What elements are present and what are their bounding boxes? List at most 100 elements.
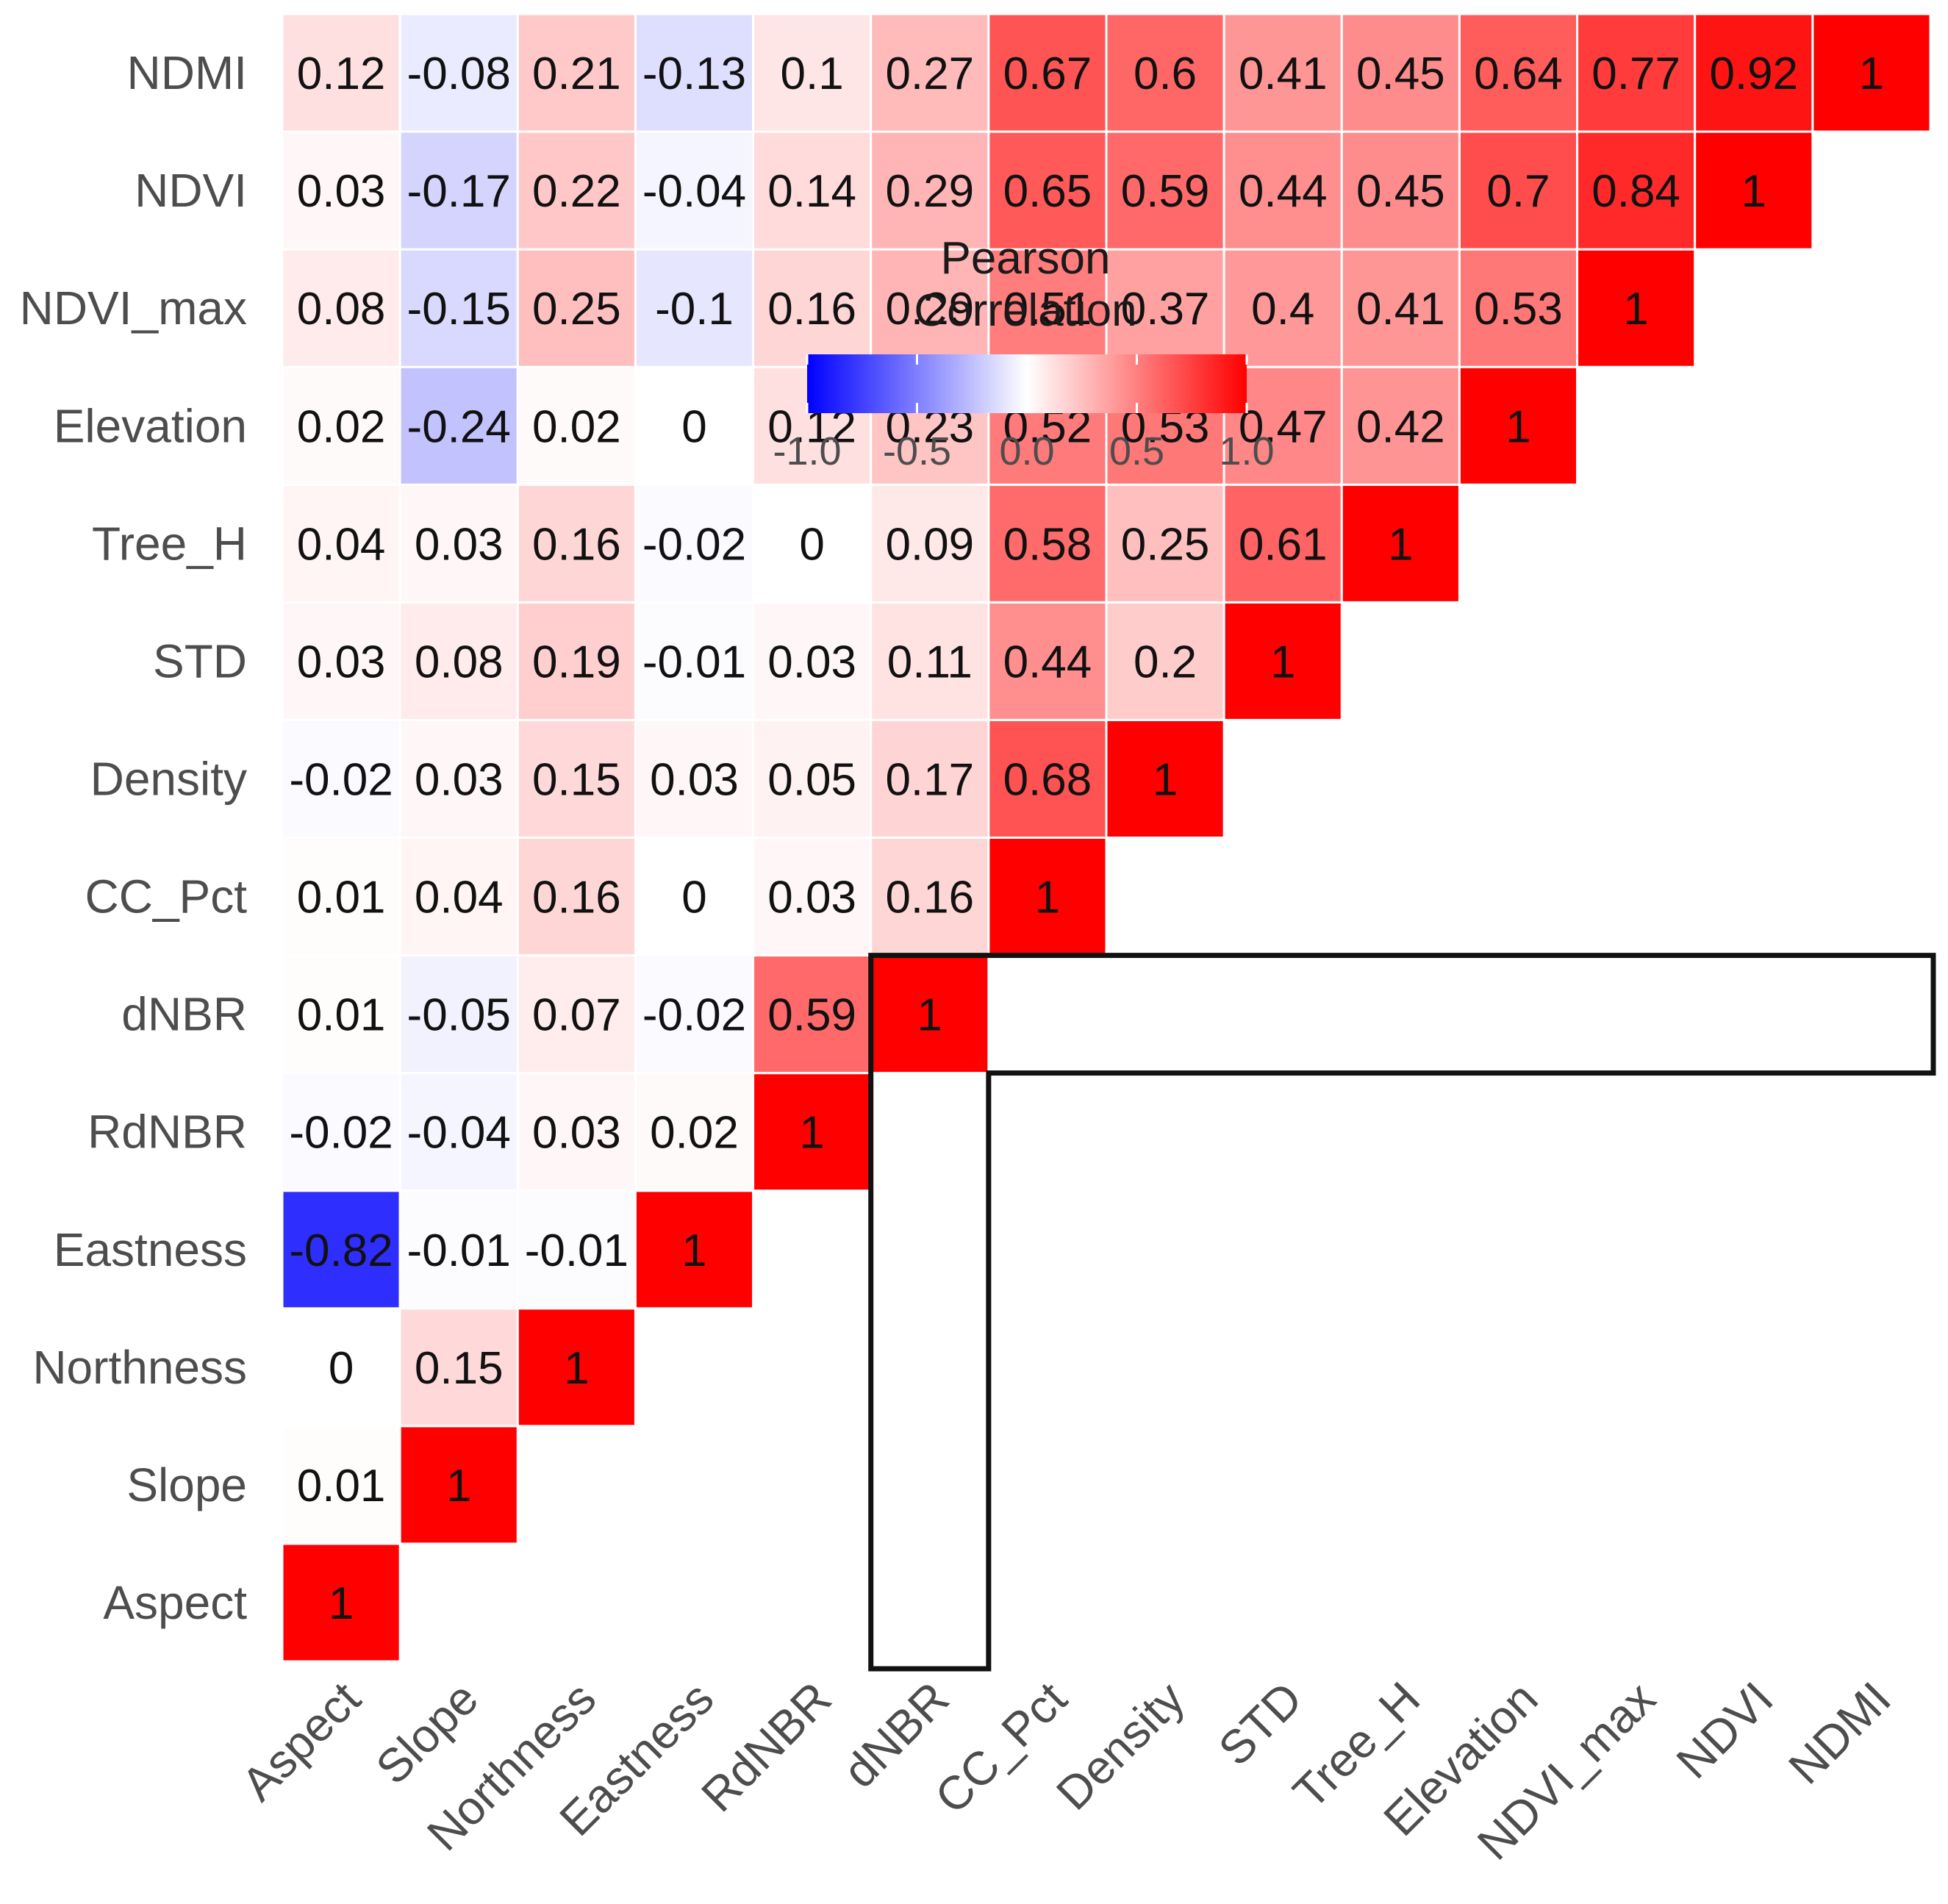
cell-value-slope-dnbr: -0.05 [407,990,511,1041]
cell-value-density-ndvi-max: 0.37 [1121,284,1210,334]
cell-value-slope-ndmi: -0.08 [407,49,511,99]
y-tick-label-ndmi: NDMI [126,46,247,99]
y-tick-label-ndvi: NDVI [135,164,247,217]
cell-density-ndmi [1105,12,1225,133]
cell-density-tree-h [1105,483,1225,604]
cell-value-eastness-dnbr: -0.02 [642,990,746,1041]
cell-value-aspect-ndvi-max: 0.08 [297,284,386,334]
legend-tick-label-3: 0.5 [1109,429,1164,473]
cell-eastness-rdnbr [634,1072,755,1192]
cell-value-elevation-elevation: 1 [1505,401,1530,452]
cell-value-rdnbr-std: 0.03 [767,637,856,687]
cell-tree-h-tree-h [1340,483,1461,604]
cell-value-northness-ndmi: 0.21 [532,49,621,99]
cell-value-density-tree-h: 0.25 [1121,519,1210,570]
cell-density-ndvi-max [1105,248,1225,368]
y-tick-label-cc-pct: CC_Pct [85,870,248,923]
cell-ndvi-max-ndvi [1576,130,1697,251]
cell-rdnbr-tree-h [752,483,873,604]
cell-northness-ndvi [516,130,637,251]
cell-aspect-ndmi [281,12,401,133]
cell-density-density [1105,718,1225,840]
cell-value-eastness-eastness: 1 [681,1225,706,1276]
cell-slope-dnbr [398,954,519,1075]
cell-value-rdnbr-rdnbr: 1 [799,1108,824,1159]
cell-value-eastness-std: -0.01 [642,637,746,687]
cell-value-std-std: 1 [1270,637,1295,687]
cell-eastness-ndvi-max [634,248,755,368]
x-tick-label-aspect: Aspect [232,1672,370,1811]
cell-value-aspect-ndmi: 0.12 [297,49,386,99]
cell-value-cc-pct-std: 0.44 [1003,637,1092,687]
y-tick-label-aspect: Aspect [103,1576,247,1629]
cell-value-slope-density: 0.03 [415,754,504,805]
x-tick-label-rdnbr: RdNBR [691,1672,841,1822]
cell-dnbr-ndmi [870,12,990,133]
cell-dnbr-cc-pct [870,837,990,957]
cell-slope-elevation [398,365,519,486]
cell-northness-northness [516,1307,637,1428]
cell-value-dnbr-cc-pct: 0.16 [885,873,974,923]
y-tick-label-rdnbr: RdNBR [87,1106,247,1159]
cell-slope-cc-pct [398,837,519,957]
legend-tick-label-0: -1.0 [773,429,841,473]
cell-value-rdnbr-ndvi-max: 0.16 [767,284,856,334]
cell-slope-density [398,718,519,840]
cell-value-slope-ndvi: -0.17 [407,166,511,217]
cell-value-std-elevation: 0.47 [1239,401,1328,452]
y-tick-label-slope: Slope [126,1459,247,1511]
x-tick-label-ndvi: NDVI [1666,1672,1783,1789]
cell-value-tree-h-ndvi-max: 0.41 [1356,284,1445,334]
cell-value-northness-rdnbr: 0.03 [532,1108,621,1159]
cell-value-northness-cc-pct: 0.16 [532,873,621,923]
cell-value-elevation-ndvi-max: 0.53 [1474,284,1563,334]
cell-value-northness-elevation: 0.02 [532,401,621,452]
cell-value-northness-tree-h: 0.16 [532,519,621,570]
cell-value-dnbr-ndmi: 0.27 [885,49,974,99]
cell-value-elevation-ndmi: 0.64 [1474,49,1563,99]
y-tick-label-northness: Northness [32,1341,247,1394]
cell-aspect-std [281,601,401,721]
cell-value-dnbr-ndvi: 0.29 [885,166,974,217]
cell-value-tree-h-elevation: 0.42 [1356,401,1445,452]
cell-cc-pct-ndvi [987,130,1108,251]
cell-ndvi-max-ndmi [1576,12,1697,133]
cell-northness-cc-pct [516,837,637,957]
cell-cc-pct-ndmi [987,12,1108,133]
cell-cc-pct-cc-pct [987,837,1108,957]
cell-value-slope-rdnbr: -0.04 [407,1108,511,1159]
cell-dnbr-ndvi [870,130,990,251]
cell-dnbr-dnbr [870,954,990,1075]
legend-title-line-1: Pearson [941,233,1111,284]
cell-aspect-aspect [281,1542,401,1663]
cell-value-std-tree-h: 0.61 [1239,519,1328,570]
cell-aspect-tree-h [281,483,401,604]
cell-elevation-elevation [1458,365,1579,486]
cell-value-dnbr-std: 0.11 [887,637,973,687]
cell-eastness-density [634,718,755,840]
cell-dnbr-tree-h [870,483,990,604]
cell-value-aspect-eastness: -0.82 [289,1225,393,1276]
cell-eastness-ndmi [634,12,755,133]
cell-value-ndvi-max-ndvi: 0.84 [1591,166,1680,217]
legend-tick-label-1: -0.5 [883,429,951,473]
cell-value-eastness-cc-pct: 0 [681,873,706,923]
cell-aspect-ndvi-max [281,248,401,368]
cell-value-slope-elevation: -0.24 [407,401,511,452]
cell-rdnbr-std [752,601,873,721]
cell-value-tree-h-tree-h: 1 [1388,519,1413,570]
cell-value-aspect-density: -0.02 [289,754,393,805]
cell-value-aspect-std: 0.03 [297,637,386,687]
cell-value-density-ndvi: 0.59 [1121,166,1210,217]
cell-value-rdnbr-density: 0.05 [767,754,856,805]
cell-slope-tree-h [398,483,519,604]
cell-value-ndvi-ndmi: 0.92 [1709,49,1798,99]
cell-std-ndmi [1222,12,1343,133]
cell-value-std-ndmi: 0.41 [1239,49,1328,99]
cell-value-eastness-ndvi-max: -0.1 [655,284,734,334]
cell-value-northness-ndvi-max: 0.25 [532,284,621,334]
x-tick-label-std: STD [1208,1672,1312,1775]
cell-value-cc-pct-cc-pct: 1 [1035,873,1060,923]
cell-elevation-ndvi [1458,130,1579,251]
